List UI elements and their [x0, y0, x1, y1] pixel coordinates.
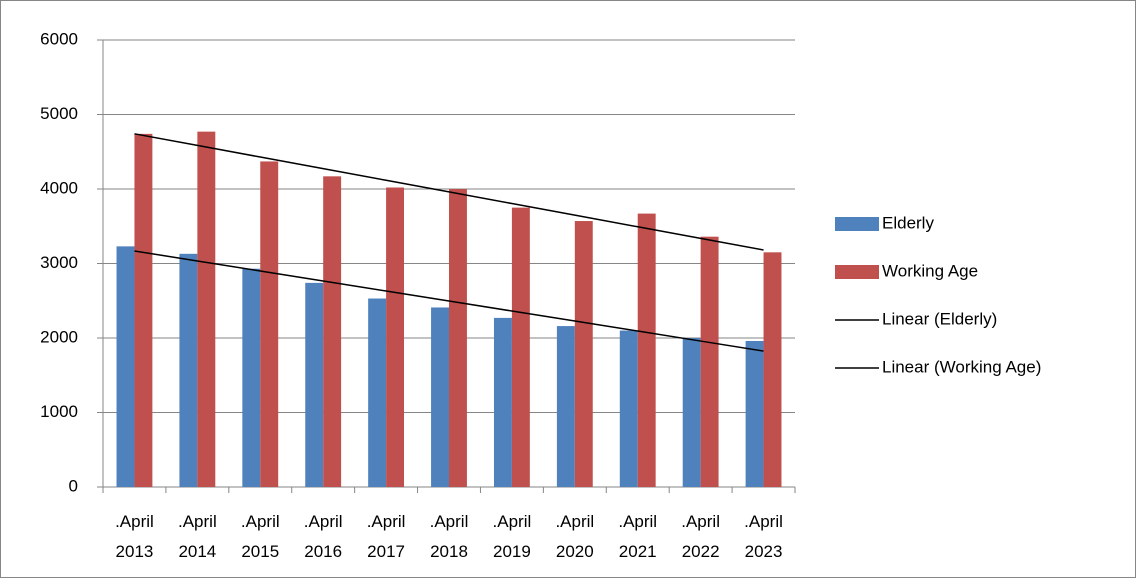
legend-label: Elderly — [882, 213, 934, 232]
x-tick-label: .April 2023 — [744, 512, 783, 561]
bar — [763, 252, 782, 487]
trendline — [134, 133, 764, 251]
bar — [134, 133, 153, 487]
x-tick-label: .April 2015 — [240, 512, 280, 561]
bar — [511, 207, 530, 487]
x-tick-label: .April 2014 — [177, 512, 217, 561]
bar — [431, 307, 449, 487]
bar — [305, 282, 324, 487]
x-tick-label: .April 2018 — [429, 512, 469, 561]
bar — [242, 268, 261, 487]
bar — [745, 340, 764, 487]
bar — [637, 213, 656, 487]
x-tick-label: .April 2020 — [555, 512, 595, 561]
legend-label: Linear (Elderly) — [882, 309, 997, 328]
y-tick-label: 2000 — [40, 327, 78, 346]
bar — [323, 176, 342, 487]
bar — [197, 131, 216, 487]
legend-swatch — [835, 265, 879, 279]
y-tick-label: 1000 — [40, 402, 78, 421]
bar — [619, 330, 638, 487]
bar — [179, 253, 198, 487]
x-tick-label: .April 2022 — [681, 512, 720, 561]
legend-swatch — [835, 217, 879, 231]
bar — [574, 221, 593, 487]
x-tick-label: .April 2013 — [115, 512, 154, 561]
bar — [700, 236, 719, 487]
bar — [386, 187, 405, 487]
x-tick-label: .April 2016 — [303, 512, 343, 561]
y-tick-label: 4000 — [40, 178, 78, 197]
x-tick-label: .April 2019 — [492, 512, 532, 561]
bar — [682, 338, 701, 487]
y-tick-label: 3000 — [40, 253, 78, 272]
bar — [368, 298, 387, 487]
bar — [449, 189, 467, 487]
x-tick-label: .April 2021 — [618, 512, 658, 561]
bar — [116, 246, 135, 487]
bar — [260, 161, 279, 487]
y-tick-label: 5000 — [40, 104, 78, 123]
legend-label: Linear (Working Age) — [882, 357, 1041, 376]
bar — [493, 317, 512, 487]
y-tick-label: 0 — [69, 476, 78, 495]
bar — [556, 326, 575, 487]
legend-label: Working Age — [882, 261, 978, 280]
y-tick-label: 6000 — [40, 29, 78, 48]
trendline — [134, 250, 764, 352]
x-tick-label: .April 2017 — [366, 512, 406, 561]
